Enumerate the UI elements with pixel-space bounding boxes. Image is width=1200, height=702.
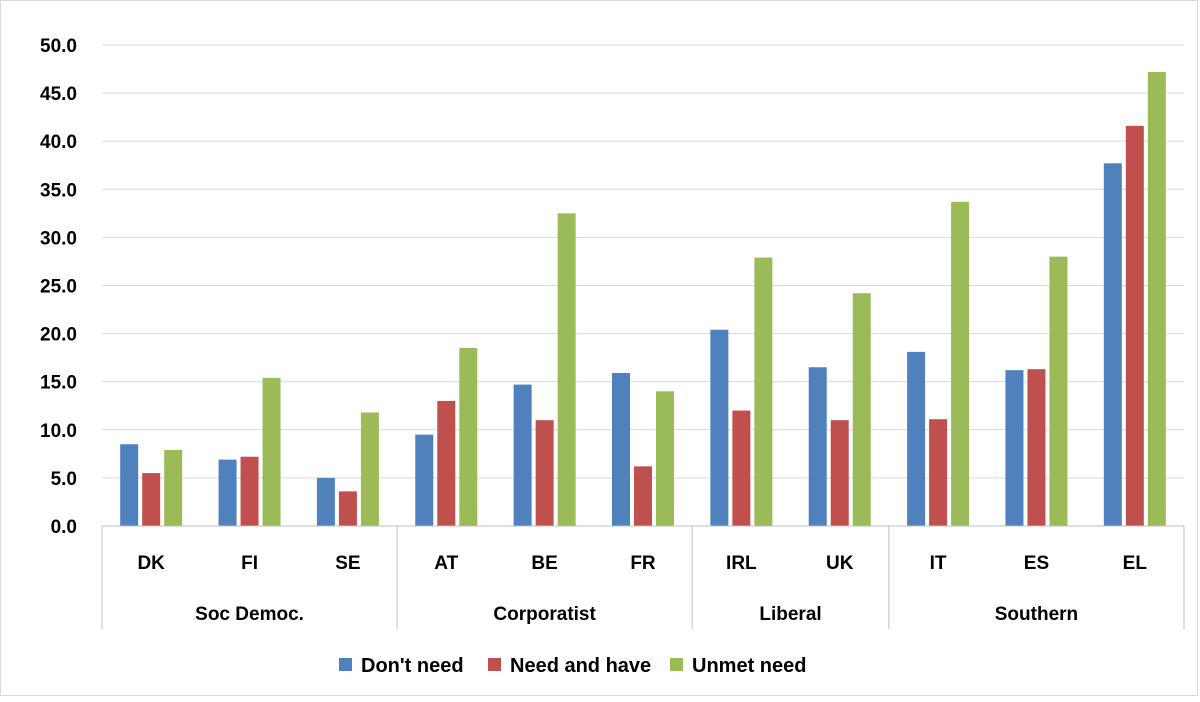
legend: Don't need Need and have Unmet need — [339, 655, 806, 677]
x-tick-label: AT — [434, 553, 458, 574]
bar-unmet-need-irl — [754, 257, 773, 526]
y-tick-label: 15.0 — [40, 373, 77, 394]
gridlines — [102, 44, 1184, 479]
group-label: Liberal — [759, 604, 821, 625]
bar-unmet-need-uk — [852, 293, 871, 526]
y-tick-label: 10.0 — [40, 421, 77, 442]
bar-unmet-need-dk — [164, 450, 183, 526]
bar-don-t-need-irl — [710, 329, 729, 526]
y-tick-label: 20.0 — [40, 325, 77, 346]
group-label: Southern — [995, 604, 1078, 625]
legend-label: Don't need — [361, 655, 464, 677]
legend-label: Need and have — [510, 655, 651, 677]
bar-unmet-need-fi — [262, 377, 281, 526]
x-tick-label: EL — [1123, 553, 1148, 574]
bar-unmet-need-se — [360, 412, 379, 526]
bar-need-and-have-be — [535, 420, 554, 526]
axes: 0.0 5.0 10.0 15.0 20.0 25.0 30.0 35.0 40.0 45.0 50… — [40, 36, 1185, 629]
bar-unmet-need-be — [557, 213, 576, 526]
bar-need-and-have-fr — [634, 466, 652, 526]
y-tick-label: 0.0 — [51, 517, 77, 538]
x-tick-label: IT — [930, 553, 947, 574]
bar-don-t-need-dk — [120, 444, 139, 526]
bar-don-t-need-se — [316, 477, 335, 526]
legend-item: Don't need — [339, 655, 464, 677]
group-label: Corporatist — [493, 604, 596, 625]
bar-don-t-need-be — [513, 384, 532, 526]
x-tick-label: IRL — [726, 553, 757, 574]
bar-need-and-have-irl — [732, 410, 751, 526]
bar-unmet-need-it — [951, 201, 970, 526]
y-tick-label: 35.0 — [40, 180, 77, 201]
legend-swatch — [670, 658, 683, 671]
bar-don-t-need-fr — [612, 373, 630, 526]
bar-don-t-need-el — [1103, 163, 1122, 527]
y-tick-label: 5.0 — [51, 469, 77, 490]
x-tick-label: SE — [335, 553, 360, 574]
y-tick-label: 30.0 — [40, 228, 77, 249]
legend-item: Unmet need — [670, 655, 806, 677]
bar-need-and-have-el — [1125, 125, 1144, 527]
x-tick-label: FI — [241, 553, 258, 574]
y-tick-label: 45.0 — [40, 84, 77, 105]
x-tick-label: UK — [826, 553, 854, 574]
y-tick-label: 50.0 — [40, 36, 77, 57]
x-tick-label: DK — [137, 553, 165, 574]
group-label: Soc Democ. — [195, 604, 304, 625]
bar-don-t-need-fi — [218, 459, 237, 526]
bar-need-and-have-es — [1027, 369, 1046, 526]
bar-need-and-have-it — [929, 419, 948, 526]
bar-don-t-need-it — [907, 351, 926, 526]
bar-unmet-need-at — [459, 348, 478, 526]
bar-don-t-need-uk — [808, 367, 827, 526]
x-tick-label: FR — [630, 553, 656, 574]
y-tick-label: 40.0 — [40, 132, 77, 153]
y-tick-label: 25.0 — [40, 277, 77, 298]
legend-label: Unmet need — [692, 655, 806, 677]
bar-need-and-have-fi — [240, 456, 259, 526]
bar-need-and-have-se — [338, 491, 357, 526]
bar-need-and-have-dk — [142, 473, 161, 526]
legend-swatch — [339, 658, 352, 671]
legend-item: Need and have — [488, 655, 651, 677]
bar-need-and-have-uk — [830, 420, 849, 526]
bar-don-t-need-at — [415, 434, 434, 526]
bar-unmet-need-el — [1147, 71, 1166, 526]
bar-unmet-need-fr — [656, 391, 674, 526]
bar-unmet-need-es — [1049, 256, 1068, 526]
x-tick-label: ES — [1024, 553, 1049, 574]
x-tick-label: BE — [531, 553, 557, 574]
bars — [120, 71, 1166, 527]
legend-swatch — [488, 658, 501, 671]
bar-need-and-have-at — [437, 400, 456, 526]
bar-don-t-need-es — [1005, 370, 1024, 526]
